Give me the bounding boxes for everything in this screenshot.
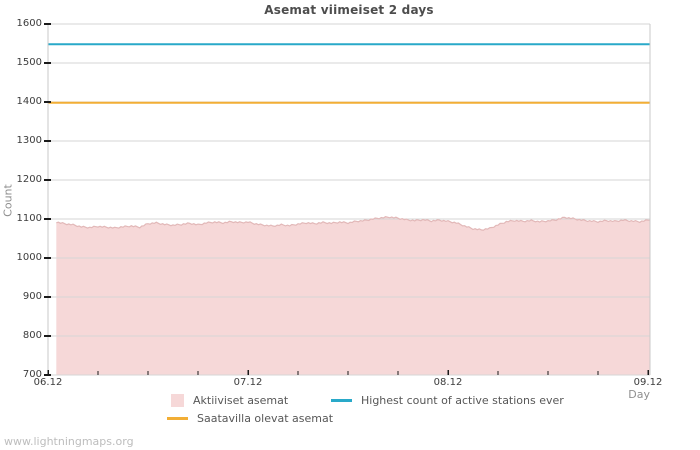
legend-item-highest-count: Highest count of active stations ever bbox=[331, 394, 564, 407]
y-axis-title: Count bbox=[1, 184, 15, 217]
x-tick-label: 08.12 bbox=[433, 377, 463, 388]
legend-label: Aktiiviset asemat bbox=[193, 394, 289, 407]
line-swatch-icon bbox=[331, 399, 352, 402]
y-tick-label: 1400 bbox=[16, 96, 42, 107]
x-tick-label: 09.12 bbox=[633, 377, 663, 388]
legend-item-active-stations: Aktiiviset asemat bbox=[171, 394, 288, 407]
y-tick-label: 1200 bbox=[16, 174, 42, 185]
y-tick-label: 1600 bbox=[16, 18, 42, 29]
y-tick-label: 900 bbox=[22, 291, 42, 302]
y-tick-label: 1100 bbox=[16, 213, 42, 224]
line-swatch-icon bbox=[167, 417, 188, 420]
y-tick-label: 700 bbox=[22, 369, 42, 380]
y-tick-label: 1500 bbox=[16, 57, 42, 68]
y-tick-label: 800 bbox=[22, 330, 42, 341]
legend-label: Highest count of active stations ever bbox=[361, 394, 564, 407]
legend-label: Saatavilla olevat asemat bbox=[197, 412, 334, 425]
chart-title: Asemat viimeiset 2 days bbox=[264, 3, 434, 17]
y-tick-label: 1000 bbox=[16, 252, 42, 263]
x-tick-label: 07.12 bbox=[233, 377, 263, 388]
x-tick-label: 06.12 bbox=[33, 377, 63, 388]
y-tick-label: 1300 bbox=[16, 135, 42, 146]
legend-item-available-stations: Saatavilla olevat asemat bbox=[167, 412, 333, 425]
area-swatch-icon bbox=[171, 394, 184, 407]
x-axis-title: Day bbox=[628, 388, 650, 401]
watermark: www.lightningmaps.org bbox=[4, 435, 134, 448]
